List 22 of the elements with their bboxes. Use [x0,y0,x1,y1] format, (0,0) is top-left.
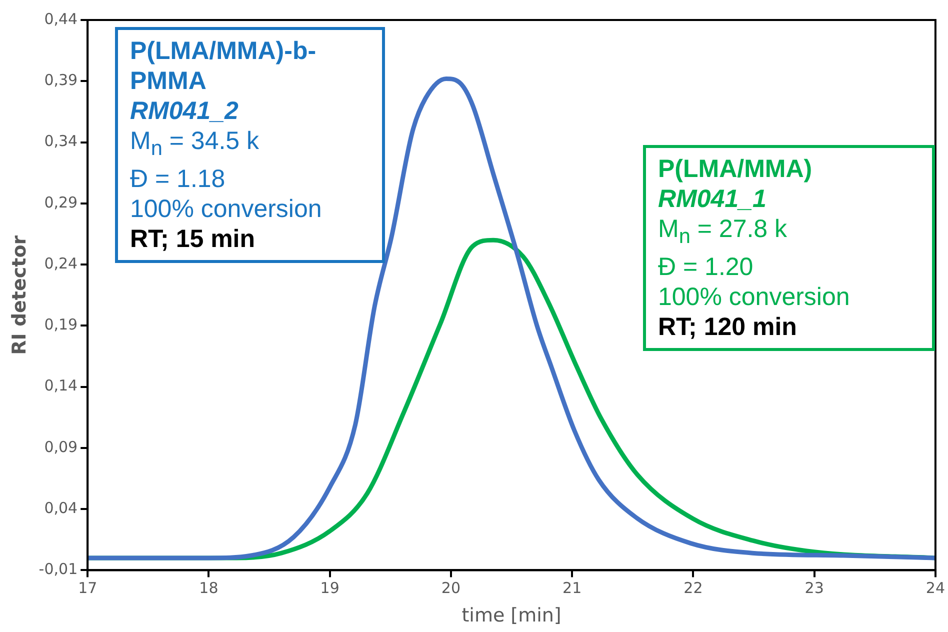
x-tick-label: 17 [78,579,98,598]
x-tick-label: 24 [926,579,946,598]
x-tick-label: 21 [562,579,582,598]
y-tick-label: 0,29 [44,193,78,212]
x-tick-label: 20 [441,579,461,598]
y-axis-title: RI detector [8,234,30,355]
y-tick-label: -0,01 [38,560,78,578]
x-tick-label: 22 [684,579,703,598]
x-tick-label: 19 [320,579,340,598]
x-axis-title: time [min] [462,604,562,627]
y-tick-label: 0,14 [44,376,78,395]
y-tick-label: 0,09 [44,438,78,456]
y-tick-label: 0,04 [44,498,78,517]
x-tick-label: 18 [199,579,218,598]
y-tick-label: 0,24 [44,254,78,272]
annotation: P(LMA/MMA) RM041_1 M$_{n}$ = 27.8 k Đ = 1.20 100% conversion RT; 120 min [658,154,851,342]
y-tick-label: 0,19 [44,316,78,334]
y-tick-label: 0,44 [44,10,78,28]
text: P(LMA/MMA)-b-PMMA RM041_2 M$_{n}$ = 34.5 k Đ = 1.18 100% conversion RT; 15 min [130,37,322,253]
y-tick-label: 0,34 [44,132,78,150]
x-tick-label: 23 [804,579,824,598]
y-tick-label: 0,39 [44,71,78,90]
